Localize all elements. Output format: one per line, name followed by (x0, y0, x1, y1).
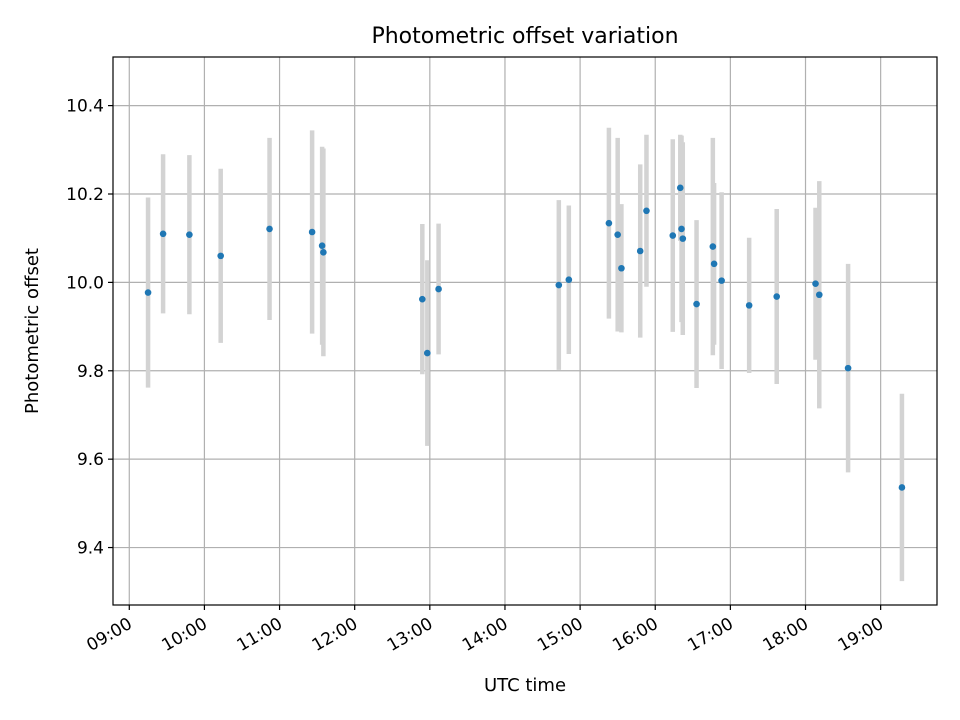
data-point (318, 242, 326, 250)
data-point (812, 280, 819, 288)
y-tick-label: 10.0 (66, 273, 104, 293)
data-point (898, 484, 906, 491)
chart-title: Photometric offset variation (371, 24, 678, 49)
data-point (435, 285, 442, 293)
data-point (308, 228, 316, 236)
data-point (424, 349, 431, 357)
data-point (159, 230, 167, 238)
data-point (844, 364, 852, 372)
y-tick-label: 10.2 (66, 185, 104, 205)
data-point (618, 264, 625, 272)
data-point (815, 291, 823, 299)
data-point (320, 249, 327, 256)
y-axis-label: Photometric offset (22, 248, 43, 414)
data-point (773, 293, 781, 300)
data-point (419, 295, 426, 303)
grid (113, 57, 937, 605)
data-point (555, 281, 563, 289)
data-point (679, 235, 687, 242)
y-tick-label: 9.4 (77, 539, 104, 559)
data-point (669, 232, 677, 239)
plot-frame (112, 56, 938, 606)
data-point (186, 231, 193, 238)
data-point (565, 276, 573, 284)
data-points (144, 184, 906, 491)
data-point (709, 243, 717, 250)
data-point (144, 289, 152, 296)
data-point (693, 300, 700, 308)
data-point (636, 247, 644, 255)
data-point (678, 225, 685, 233)
data-point (614, 231, 621, 238)
data-point (643, 207, 650, 215)
x-axis-label: UTC time (484, 675, 566, 696)
data-point (745, 302, 753, 309)
data-point (676, 184, 684, 192)
y-tick-label: 9.8 (77, 362, 104, 382)
data-point (217, 252, 224, 260)
data-point (605, 219, 613, 227)
y-tick-label: 10.4 (66, 97, 104, 117)
data-point (710, 260, 718, 268)
y-tick-label: 9.6 (77, 450, 104, 470)
data-point (266, 225, 273, 233)
data-point (718, 277, 725, 284)
